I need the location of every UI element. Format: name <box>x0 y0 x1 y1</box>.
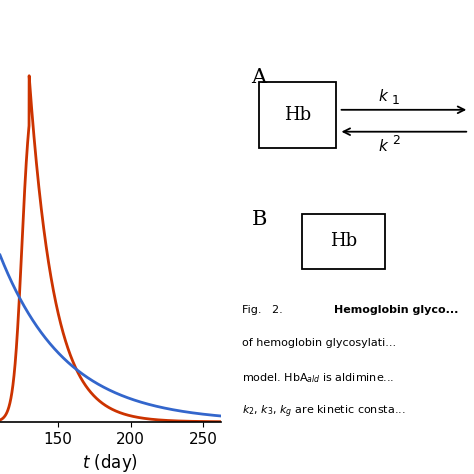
Text: 1: 1 <box>392 94 400 107</box>
FancyBboxPatch shape <box>259 82 336 148</box>
Text: Hb: Hb <box>284 106 311 124</box>
Text: model. HbA$_{ald}$ is aldimine...: model. HbA$_{ald}$ is aldimine... <box>242 371 394 384</box>
Text: A: A <box>252 68 267 87</box>
X-axis label: $t$ (day): $t$ (day) <box>82 452 138 474</box>
Text: $k$: $k$ <box>378 138 390 154</box>
Text: Hb: Hb <box>330 232 357 250</box>
Text: Fig.   2.: Fig. 2. <box>242 305 283 315</box>
Text: B: B <box>252 210 267 229</box>
Text: 2: 2 <box>392 134 400 147</box>
Text: Hemoglobin glyco...: Hemoglobin glyco... <box>334 305 458 315</box>
Text: $k$: $k$ <box>378 88 390 104</box>
FancyBboxPatch shape <box>302 214 384 269</box>
Text: of hemoglobin glycosylati...: of hemoglobin glycosylati... <box>242 338 396 348</box>
Text: $k_2$, $k_3$, $k_g$ are kinetic consta...: $k_2$, $k_3$, $k_g$ are kinetic consta..… <box>242 404 405 420</box>
